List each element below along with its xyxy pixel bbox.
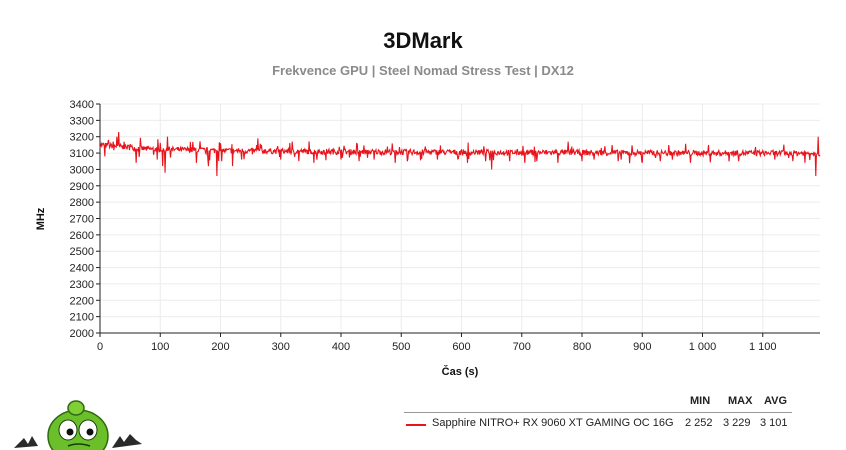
legend-header-avg: AVG [764, 395, 788, 407]
x-tick-label: 1 100 [749, 341, 777, 353]
x-tick-label: 700 [513, 341, 531, 353]
legend-value-max: 3 229 [723, 417, 751, 429]
x-tick-label: 100 [151, 341, 169, 353]
series-line [99, 131, 821, 176]
x-tick-label: 900 [633, 341, 651, 353]
legend-divider [404, 412, 792, 413]
y-tick-label: 3200 [70, 132, 94, 144]
y-tick-label: 2200 [70, 295, 94, 307]
x-tick-label: 800 [573, 341, 591, 353]
y-tick-label: 3400 [70, 99, 94, 111]
y-axis-ticks: 2000 2100 2200 2300 2400 2500 2600 2700 2800 2900… [70, 99, 100, 340]
y-tick-label: 2800 [70, 197, 94, 209]
y-tick-label: 3100 [70, 148, 94, 160]
y-tick-label: 2300 [70, 279, 94, 291]
chart-subtitle: Frekvence GPU | Steel Nomad Stress Test … [272, 63, 574, 78]
mascot-logo [14, 400, 142, 450]
x-tick-label: 1 000 [689, 341, 717, 353]
legend-header-min: MIN [690, 395, 711, 407]
y-tick-label: 2500 [70, 246, 94, 258]
x-tick-label: 500 [392, 341, 410, 353]
grid-lines [99, 103, 820, 334]
x-tick-label: 0 [97, 341, 103, 353]
legend-value-avg: 3 101 [760, 417, 788, 429]
y-tick-label: 2700 [70, 214, 94, 226]
x-tick-label: 300 [272, 341, 290, 353]
y-axis-title: MHz [35, 207, 47, 230]
legend-entry: Sapphire NITRO+ RX 9060 XT GAMING OC 16G… [404, 417, 792, 433]
y-tick-label: 2000 [70, 328, 94, 340]
legend-value-min: 2 252 [685, 417, 713, 429]
y-tick-label: 3300 [70, 115, 94, 127]
y-tick-label: 2900 [70, 181, 94, 193]
x-tick-label: 400 [332, 341, 350, 353]
x-tick-label: 600 [452, 341, 470, 353]
legend-series-name: Sapphire NITRO+ RX 9060 XT GAMING OC 16G [432, 417, 674, 429]
y-tick-label: 3000 [70, 164, 94, 176]
legend-header-max: MAX [728, 395, 753, 407]
x-axis-title: Čas (s) [442, 365, 479, 378]
x-axis-ticks: 0 100 200 300 400 500 600 700 800 900 1 000 1 100 [97, 333, 777, 353]
chart-title: 3DMark [383, 28, 463, 53]
y-tick-label: 2400 [70, 263, 94, 275]
y-tick-label: 2600 [70, 230, 94, 242]
legend-swatch [406, 424, 426, 426]
y-tick-label: 2100 [70, 312, 94, 324]
legend-header: MIN MAX AVG [690, 395, 794, 411]
x-tick-label: 200 [211, 341, 229, 353]
